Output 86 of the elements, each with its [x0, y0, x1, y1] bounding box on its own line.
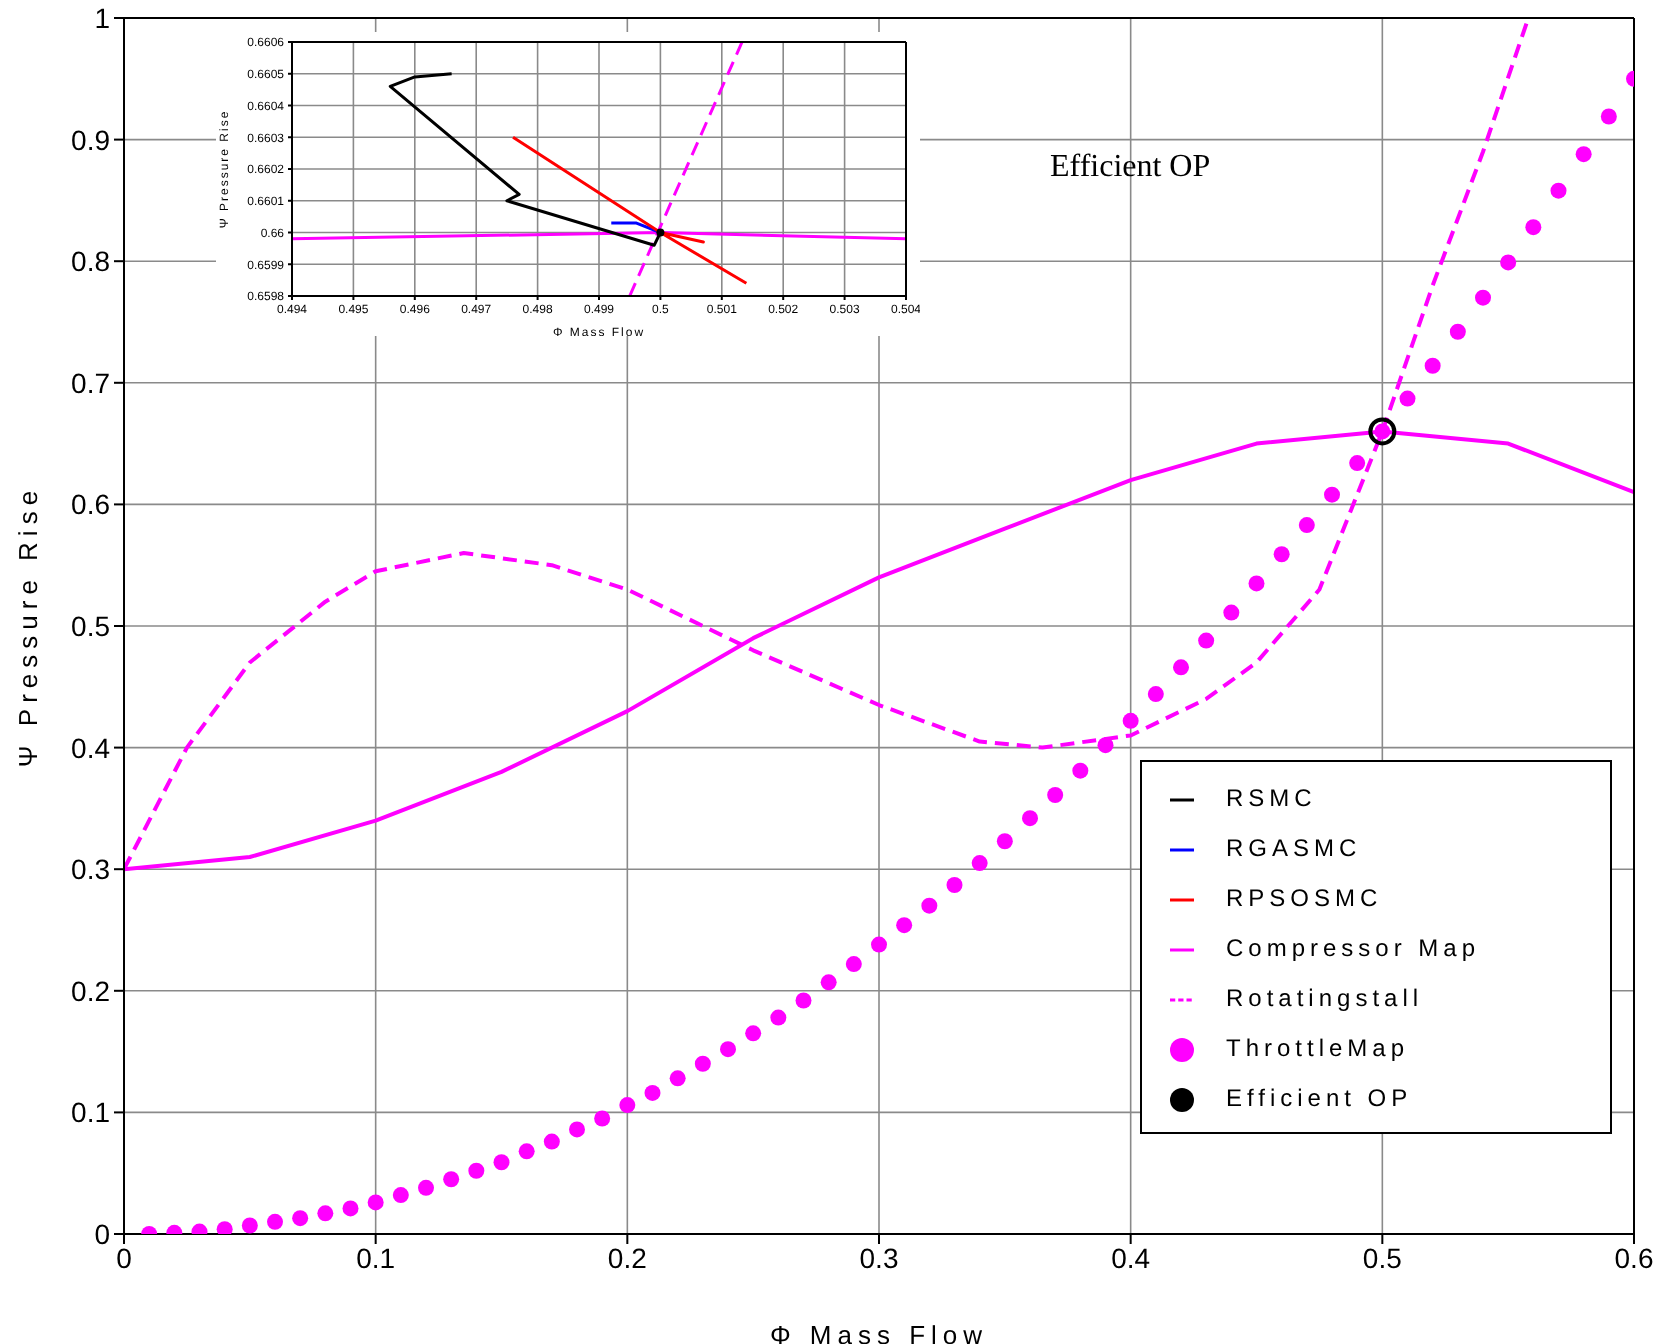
- y-tick-label: 0.9: [71, 123, 111, 156]
- point: [1072, 762, 1089, 779]
- point: [1122, 712, 1139, 729]
- x-tick-label: 0.6: [1614, 1241, 1654, 1274]
- point: [1349, 455, 1366, 472]
- point: [267, 1213, 283, 1230]
- point: [694, 1055, 711, 1072]
- point: [996, 833, 1013, 850]
- point: [1575, 146, 1592, 163]
- point: [1600, 108, 1617, 125]
- x-tick-label: 0.2: [607, 1241, 648, 1274]
- point: [1047, 787, 1064, 804]
- point: [594, 1110, 611, 1127]
- point: [845, 956, 862, 973]
- y-tick-label: 0.7: [71, 366, 111, 399]
- point: [367, 1194, 384, 1211]
- legend-label: ThrottleMap: [1226, 1034, 1410, 1062]
- y-tick-label: 0: [94, 1217, 111, 1250]
- point: [745, 1025, 762, 1042]
- point: [871, 936, 887, 953]
- point: [1368, 417, 1397, 446]
- y-tick-label: 0.6: [71, 488, 111, 521]
- legend-label: RSMC: [1226, 784, 1317, 812]
- line-series: [388, 72, 662, 247]
- point: [443, 1171, 460, 1188]
- annotation: Efficient OP: [1050, 150, 1211, 186]
- x-tick-label: 0: [116, 1241, 133, 1274]
- legend-label: Compressor Map: [1226, 934, 1481, 962]
- point: [317, 1205, 334, 1222]
- point: [569, 1121, 585, 1138]
- point: [770, 1009, 787, 1026]
- point: [1223, 604, 1240, 621]
- point: [669, 1070, 686, 1087]
- point: [241, 1217, 258, 1234]
- point: [644, 1084, 661, 1101]
- point: [1500, 254, 1517, 271]
- point: [1147, 686, 1164, 703]
- point: [216, 1221, 233, 1234]
- point: [342, 1200, 359, 1217]
- point: [418, 1179, 434, 1196]
- y-tick-label: 0.2: [71, 974, 111, 1007]
- x-tick-label: 0.4: [1111, 1241, 1151, 1274]
- legend-label: Rotatingstall: [1226, 984, 1424, 1012]
- point: [720, 1041, 736, 1058]
- legend-label: Efficient OP: [1226, 1084, 1413, 1112]
- point: [971, 855, 988, 872]
- point: [1273, 546, 1290, 563]
- point: [1248, 575, 1265, 592]
- y-tick-label: 0.8: [71, 245, 111, 278]
- point: [1324, 486, 1340, 503]
- legend-label: RGASMC: [1226, 834, 1362, 862]
- point: [921, 897, 938, 914]
- y-tick-label: 0.5: [71, 609, 111, 642]
- point: [1097, 737, 1114, 754]
- y-tick-label: 0.3: [71, 853, 111, 886]
- x-tick-label: 0.1: [356, 1241, 396, 1274]
- legend-label: RPSOSMC: [1226, 884, 1383, 912]
- y-axis-title: Ψ Pressure Rise: [13, 484, 44, 768]
- point: [795, 992, 812, 1009]
- y-tick-label: 0.4: [71, 731, 111, 764]
- y-tick-label: 0.1: [71, 1096, 111, 1129]
- point: [1475, 289, 1491, 306]
- point: [392, 1187, 409, 1204]
- x-tick-label: 0.3: [859, 1241, 899, 1274]
- point: [1173, 659, 1189, 676]
- point: [543, 1133, 560, 1150]
- point: [292, 1210, 309, 1227]
- x-tick-label: 0.5: [1362, 1241, 1403, 1274]
- line-series: [511, 135, 748, 285]
- point: [946, 877, 963, 894]
- point: [619, 1097, 636, 1114]
- point: [1399, 390, 1416, 407]
- point: [820, 974, 837, 991]
- point: [1198, 632, 1215, 649]
- point: [468, 1162, 485, 1179]
- x-axis-title: Φ Mass Flow: [769, 1320, 989, 1344]
- point: [518, 1143, 535, 1160]
- point: [1525, 219, 1542, 236]
- point: [1449, 323, 1466, 340]
- point: [1022, 810, 1038, 827]
- point: [493, 1154, 510, 1171]
- y-tick-label: 1: [94, 1, 111, 34]
- point: [1424, 357, 1441, 374]
- point: [896, 917, 913, 934]
- point: [1298, 517, 1315, 534]
- point: [1550, 182, 1567, 199]
